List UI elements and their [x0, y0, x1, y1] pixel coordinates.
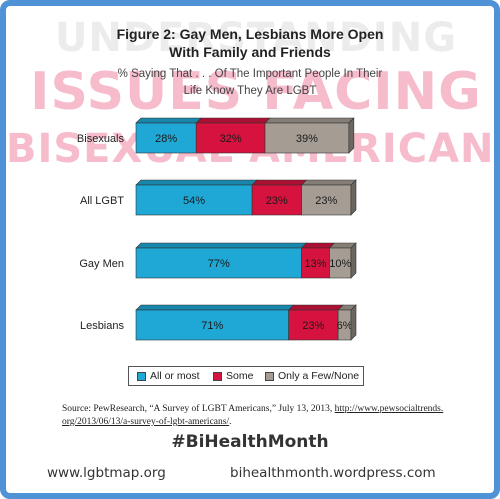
legend-swatch-some — [213, 371, 222, 381]
footer-website-right[interactable]: bihealthmonth.wordpress.com — [230, 465, 436, 481]
legend-swatch-only-a-few-none — [265, 371, 274, 381]
bar-side-all-lgbt — [350, 179, 357, 216]
source-link-part1[interactable]: http://www.pewsocialtrends. — [334, 404, 444, 414]
category-label-lesbians: Lesbians — [80, 320, 125, 332]
source-suffix: . — [229, 417, 232, 427]
bar-side-lesbians — [350, 304, 357, 341]
bar-side-gay-men — [350, 242, 357, 279]
source-prefix: Source: PewResearch, “A Survey of LGBT A… — [62, 404, 335, 414]
bar-bisexuals-only-a-few-none — [264, 122, 350, 154]
legend-item-only-a-few-none: Only a Few/None — [265, 370, 359, 382]
bar-top-gay-men-all-or-most — [135, 242, 308, 249]
bar-top-bisexuals-only-a-few-none — [264, 117, 355, 124]
bar-all-lgbt-some — [251, 184, 302, 216]
legend-label-all-or-most: All or most — [150, 370, 200, 382]
data-label-gay-men-all-or-most: 77% — [208, 258, 230, 270]
bar-lesbians-some — [288, 309, 339, 341]
footer-website-left[interactable]: www.lgbtmap.org — [47, 465, 166, 481]
data-label-bisexuals-only-a-few-none: 39% — [296, 133, 318, 145]
bar-top-bisexuals-some — [195, 117, 271, 124]
bar-bisexuals-all-or-most — [135, 122, 197, 154]
data-label-bisexuals-all-or-most: 28% — [155, 133, 177, 145]
data-label-lesbians-only-a-few-none: 6% — [337, 320, 353, 332]
data-label-gay-men-only-a-few-none: 10% — [329, 258, 351, 270]
bar-top-all-lgbt-only-a-few-none — [300, 179, 357, 186]
bar-all-lgbt-all-or-most — [135, 184, 253, 216]
category-label-all-lgbt: All LGBT — [80, 195, 124, 207]
bar-side-bisexuals — [348, 117, 355, 154]
data-label-bisexuals-some: 32% — [220, 133, 242, 145]
bar-gay-men-some — [301, 247, 330, 279]
data-label-all-lgbt-all-or-most: 54% — [183, 195, 205, 207]
category-label-gay-men: Gay Men — [79, 258, 124, 270]
bar-all-lgbt-only-a-few-none — [301, 184, 352, 216]
chart-title-line2: With Family and Friends — [169, 44, 331, 60]
bar-top-all-lgbt-all-or-most — [135, 179, 258, 186]
chart-title-line1: Figure 2: Gay Men, Lesbians More Open — [116, 26, 384, 42]
bar-top-lesbians-some — [287, 304, 344, 311]
data-label-all-lgbt-only-a-few-none: 23% — [315, 195, 337, 207]
background-title-line2: ISSUES FACING — [30, 62, 482, 122]
bar-top-gay-men-some — [300, 242, 336, 249]
data-label-all-lgbt-some: 23% — [266, 195, 288, 207]
legend-label-some: Some — [226, 370, 254, 382]
background-title-line1: UNDERSTANDING — [54, 15, 458, 61]
bar-top-all-lgbt-some — [251, 179, 308, 186]
bar-gay-men-all-or-most — [135, 247, 302, 279]
legend-swatch-all-or-most — [137, 371, 146, 381]
legend-item-all-or-most: All or most — [137, 370, 200, 382]
bar-top-bisexuals-all-or-most — [135, 117, 202, 124]
chart-subtitle-line2: Life Know They Are LGBT — [183, 85, 317, 97]
source-citation: Source: PewResearch, “A Survey of LGBT A… — [62, 403, 462, 429]
chart-legend: All or most Some Only a Few/None — [128, 366, 364, 386]
data-label-gay-men-some: 13% — [305, 258, 327, 270]
data-label-lesbians-some: 23% — [302, 320, 324, 332]
source-link-part2[interactable]: org/2013/06/13/a-survey-of-lgbt-american… — [62, 417, 230, 427]
chart-subtitle-line1: % Saying That . . . Of The Important Peo… — [117, 68, 383, 80]
data-label-lesbians-all-or-most: 71% — [201, 320, 223, 332]
bar-top-lesbians-all-or-most — [135, 304, 295, 311]
legend-item-some: Some — [213, 370, 253, 382]
hashtag: #BiHealthMonth — [171, 432, 329, 452]
bar-lesbians-all-or-most — [135, 309, 289, 341]
category-label-bisexuals: Bisexuals — [77, 133, 125, 145]
legend-label-only-a-few-none: Only a Few/None — [278, 370, 360, 382]
